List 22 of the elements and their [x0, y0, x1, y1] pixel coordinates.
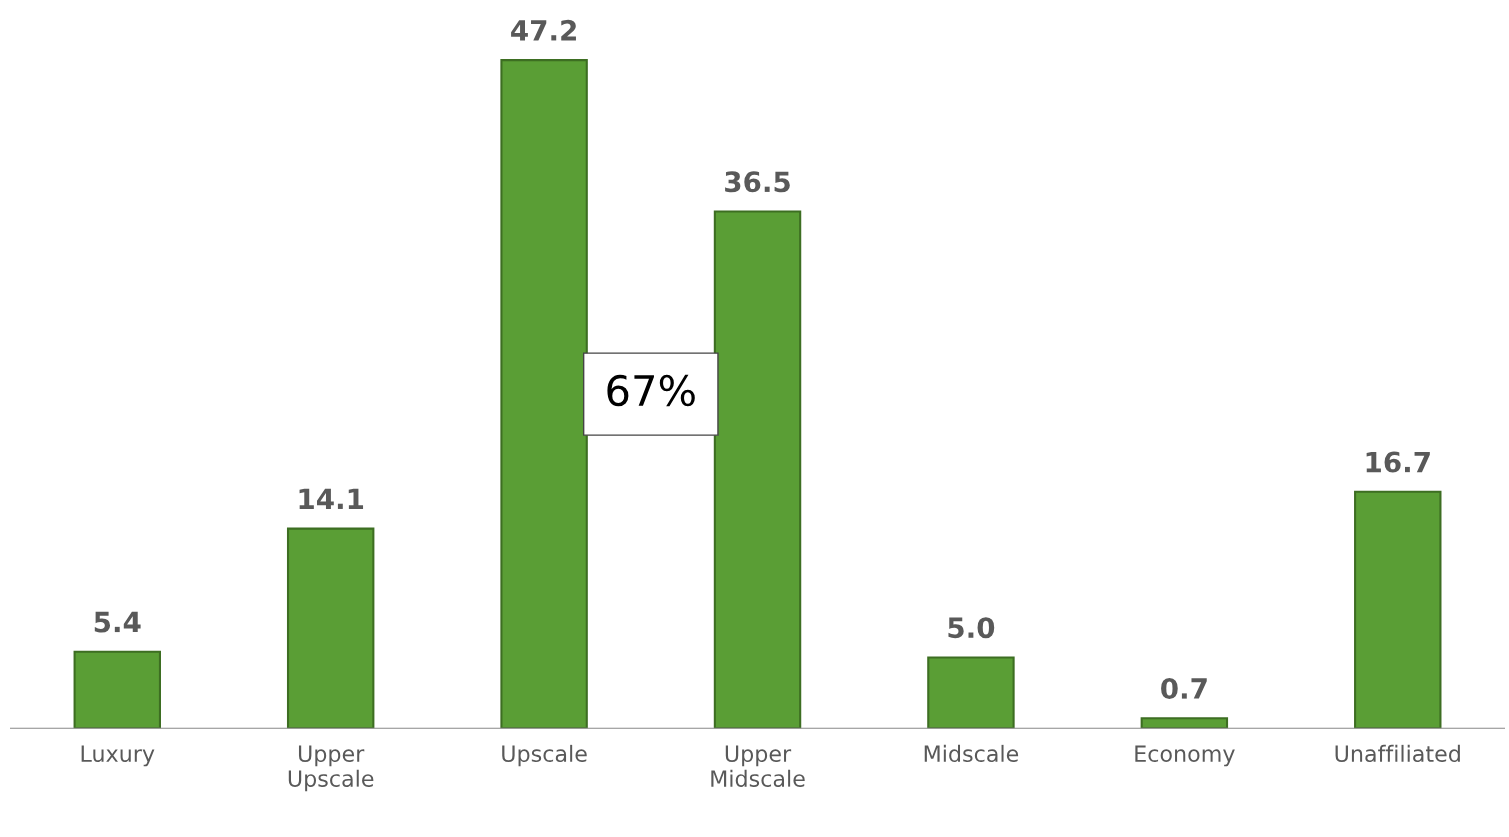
- x-tick-label: Upper Upscale: [288, 745, 374, 792]
- bar: [713, 210, 802, 729]
- bar: [286, 527, 375, 729]
- annotation: 67%: [607, 374, 695, 407]
- data-label: 14.1: [299, 488, 364, 509]
- data-label: 36.5: [725, 171, 790, 193]
- data-label: 0.7: [1161, 678, 1207, 700]
- bar: [927, 656, 1015, 729]
- bar: [1140, 717, 1229, 729]
- x-tick-label: Unaffiliated: [1335, 744, 1460, 763]
- bar: [1354, 490, 1442, 729]
- x-tick-label: Midscale: [924, 744, 1019, 763]
- x-tick-label: Economy: [1135, 745, 1235, 767]
- data-label: 16.7: [1366, 451, 1430, 473]
- data-label: 5.0: [948, 617, 995, 639]
- x-tick-label: Luxury: [81, 745, 155, 767]
- x-tick-label: Upscale: [502, 744, 587, 767]
- bar: [73, 650, 161, 729]
- data-label: 5.4: [94, 611, 141, 633]
- bar: [500, 59, 588, 729]
- data-label: 47.2: [511, 19, 576, 41]
- x-tick-label: Upper Midscale: [711, 745, 805, 787]
